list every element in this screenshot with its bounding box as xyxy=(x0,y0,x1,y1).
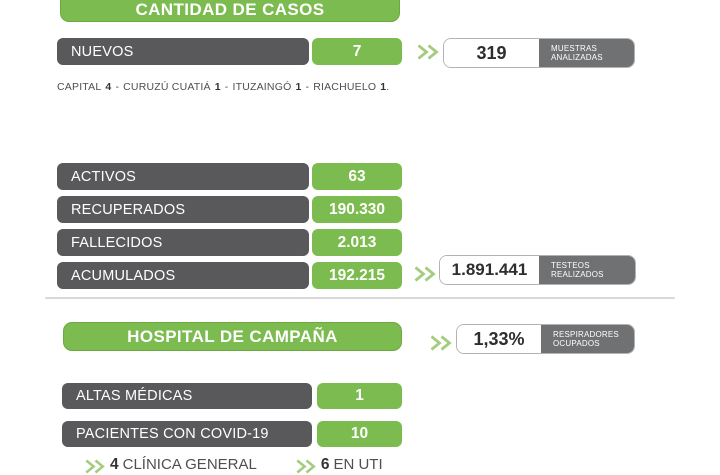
respiradores-value: 1,33% xyxy=(457,325,541,353)
stat-row-recuperados: RECUPERADOS 190.330 xyxy=(57,196,402,223)
callout-respiradores-ocupados: 1,33% RESPIRADORES OCUPADOS xyxy=(456,324,635,354)
stat-value-acumulados: 192.215 xyxy=(312,262,402,289)
testeos-value: 1.891.441 xyxy=(440,256,539,284)
callout-muestras-analizadas: 319 MUESTRAS ANALIZADAS xyxy=(443,38,635,68)
breakdown-separator: - xyxy=(224,81,229,93)
double-chevron-icon xyxy=(85,459,105,474)
stat-row-altas-medicas: ALTAS MÉDICAS 1 xyxy=(62,383,402,409)
stat-label-activos: ACTIVOS xyxy=(57,163,309,190)
testeos-label-line1: TESTEOS xyxy=(551,260,590,270)
double-chevron-icon xyxy=(296,459,316,474)
stat-row-pacientes-covid: PACIENTES CON COVID-19 10 xyxy=(62,421,402,447)
stat-value-pacientes-covid: 10 xyxy=(317,421,402,447)
section-divider xyxy=(45,297,675,299)
double-chevron-icon xyxy=(417,44,439,60)
breakdown-count: 1 xyxy=(380,81,387,93)
breakdown-count: 1 xyxy=(295,81,302,93)
breakdown-item-en-uti: 6 EN UTI xyxy=(295,456,383,474)
stat-label-pacientes-covid: PACIENTES CON COVID-19 xyxy=(62,421,312,447)
breakdown-separator: - xyxy=(305,81,310,93)
muestras-label-line2: ANALIZADAS xyxy=(551,53,603,62)
breakdown-count: 4 xyxy=(105,81,112,93)
double-chevron-icon xyxy=(414,266,436,282)
stat-label-acumulados: ACUMULADOS xyxy=(57,262,309,289)
breakdown-place: ITUZAINGÓ xyxy=(232,81,292,93)
breakdown-terminator: . xyxy=(386,81,390,93)
breakdown-place: CAPITAL xyxy=(57,81,102,93)
testeos-label: TESTEOS REALIZADOS xyxy=(539,256,635,284)
breakdown-label: CLÍNICA GENERAL xyxy=(122,456,257,473)
stat-value-altas-medicas: 1 xyxy=(317,383,402,409)
stat-label-altas-medicas: ALTAS MÉDICAS xyxy=(62,383,312,409)
double-chevron-icon xyxy=(430,335,452,351)
respiradores-label: RESPIRADORES OCUPADOS xyxy=(541,325,634,353)
stat-value-nuevos: 7 xyxy=(312,38,402,65)
callout-testeos-realizados: 1.891.441 TESTEOS REALIZADOS xyxy=(439,255,636,285)
stat-label-fallecidos: FALLECIDOS xyxy=(57,229,309,256)
breakdown-count: 6 xyxy=(320,456,330,473)
section-title-cantidad-de-casos: CANTIDAD DE CASOS xyxy=(60,0,400,22)
stat-row-fallecidos: FALLECIDOS 2.013 xyxy=(57,229,402,256)
stat-row-nuevos: NUEVOS 7 xyxy=(57,38,402,65)
stat-row-activos: ACTIVOS 63 xyxy=(57,163,402,190)
stat-value-recuperados: 190.330 xyxy=(312,196,402,223)
breakdown-count: 1 xyxy=(214,81,221,93)
hospital-breakdown: 4 CLÍNICA GENERAL 6 EN UTI xyxy=(84,456,383,474)
breakdown-label: EN UTI xyxy=(333,456,383,473)
stat-row-acumulados: ACUMULADOS 192.215 xyxy=(57,262,402,289)
stat-value-fallecidos: 2.013 xyxy=(312,229,402,256)
section-title-hospital-de-campana: HOSPITAL DE CAMPAÑA xyxy=(63,322,402,351)
breakdown-place: CURUZÚ CUATIÁ xyxy=(123,81,211,93)
breakdown-count: 4 xyxy=(110,456,119,473)
muestras-value: 319 xyxy=(444,39,539,67)
testeos-label-line2: REALIZADOS xyxy=(551,270,604,279)
muestras-label-line1: MUESTRAS xyxy=(551,43,598,53)
breakdown-item-clinica-general: 4 CLÍNICA GENERAL xyxy=(84,456,257,474)
respiradores-label-line2: OCUPADOS xyxy=(553,339,600,348)
stat-value-activos: 63 xyxy=(312,163,402,190)
respiradores-label-line1: RESPIRADORES xyxy=(553,329,619,339)
stat-label-recuperados: RECUPERADOS xyxy=(57,196,309,223)
breakdown-separator: - xyxy=(115,81,120,93)
muestras-label: MUESTRAS ANALIZADAS xyxy=(539,39,634,67)
stat-label-nuevos: NUEVOS xyxy=(57,38,309,65)
new-cases-breakdown: CAPITAL 4 - CURUZÚ CUATIÁ 1 - ITUZAINGÓ … xyxy=(57,81,389,93)
breakdown-place: RIACHUELO xyxy=(313,81,377,93)
